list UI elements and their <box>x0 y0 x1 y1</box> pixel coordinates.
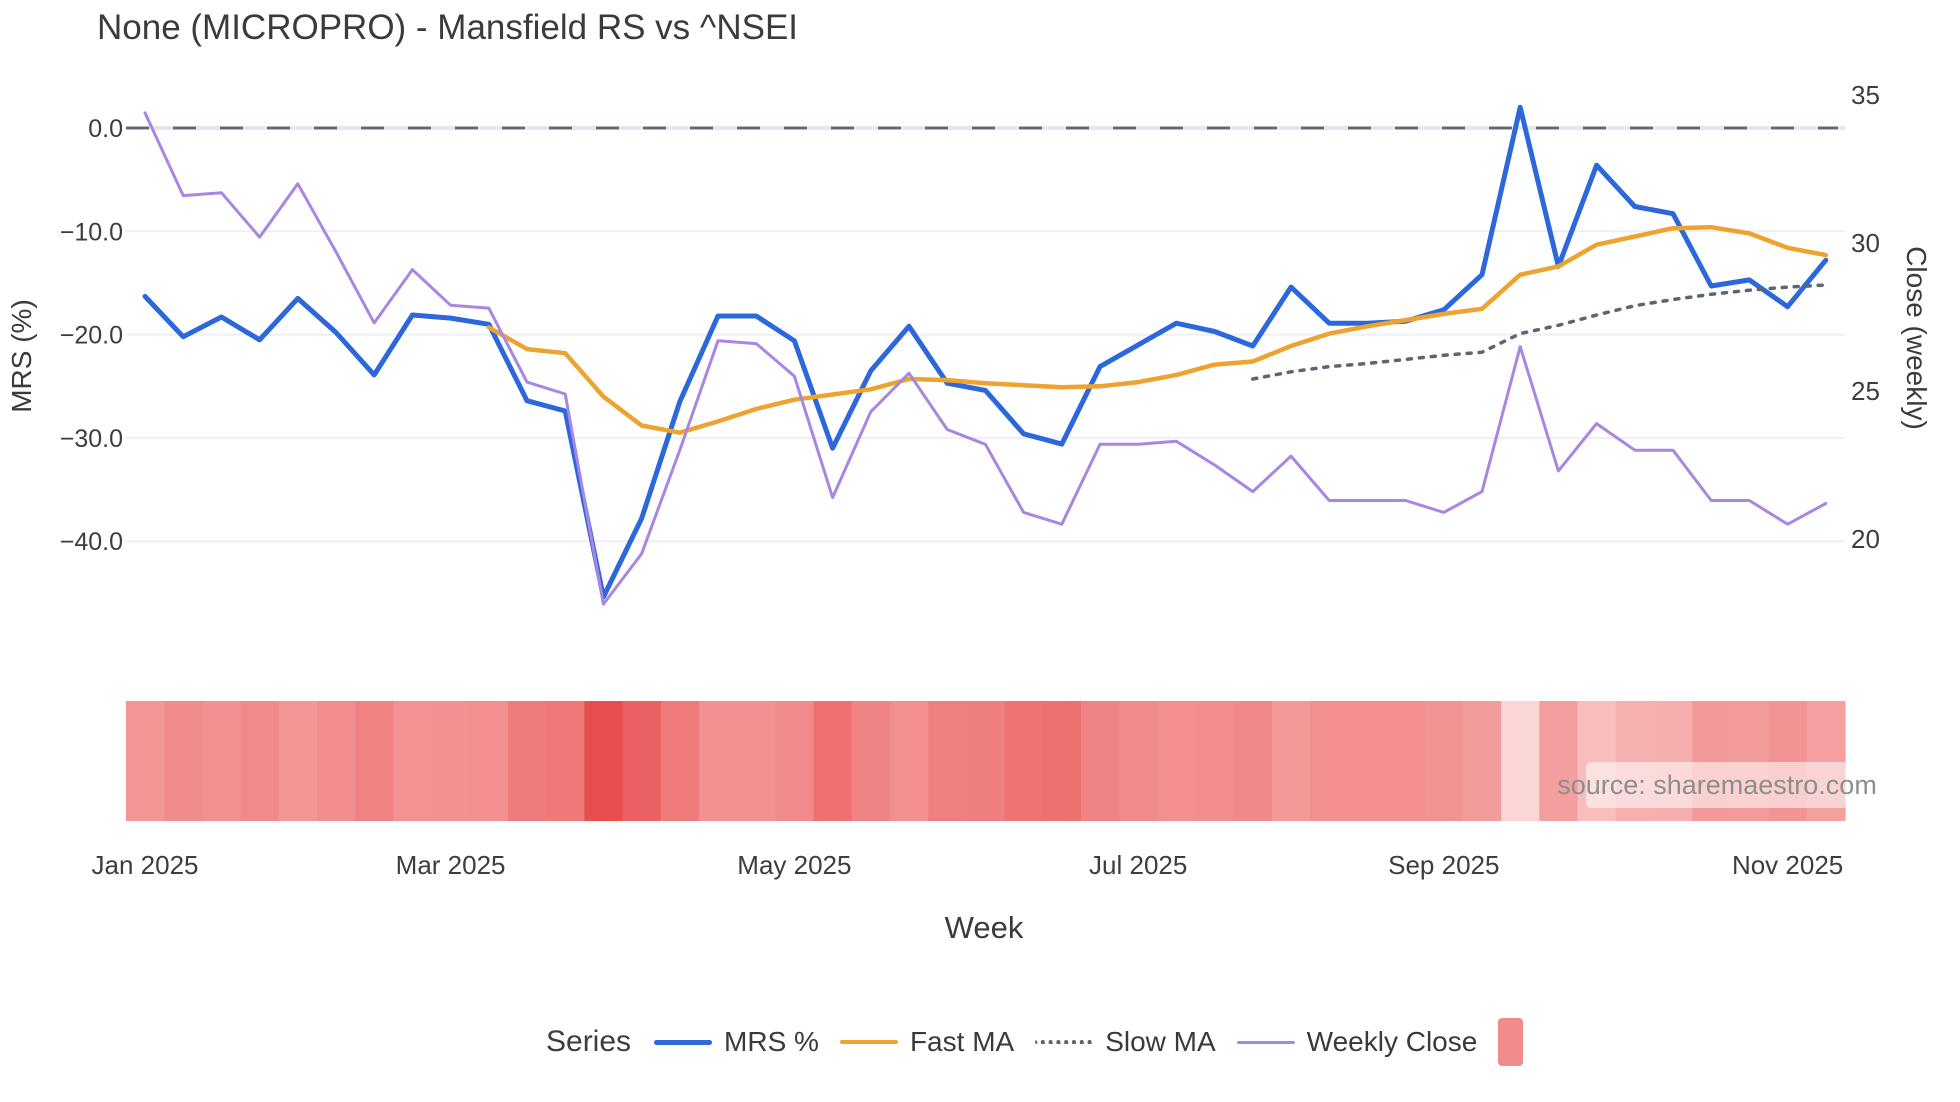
heatmap-swatch-icon <box>1498 1018 1524 1066</box>
right-axis-title: Close (weekly) <box>1901 246 1932 430</box>
svg-text:25: 25 <box>1851 376 1880 406</box>
svg-text:Sep 2025: Sep 2025 <box>1388 850 1499 880</box>
source-watermark-text: source: sharemaestro.com <box>1557 769 1877 800</box>
legend-item-label: Slow MA <box>1105 1026 1216 1057</box>
legend-item-fast-ma[interactable]: Fast MA <box>839 1026 1015 1058</box>
fast-ma-line-swatch-icon <box>839 1040 898 1044</box>
svg-text:Mar 2025: Mar 2025 <box>396 850 506 880</box>
svg-text:May 2025: May 2025 <box>737 850 851 880</box>
svg-text:20: 20 <box>1851 524 1880 554</box>
legend-item-label: MRS % <box>724 1026 819 1057</box>
legend: Series MRS % Fast MA Slow MA Weekly Clos… <box>546 1016 1524 1068</box>
svg-text:−30.0: −30.0 <box>60 425 123 453</box>
svg-text:35: 35 <box>1851 80 1880 110</box>
legend-item-weekly-close[interactable]: Weekly Close <box>1236 1026 1478 1058</box>
legend-item-mrs[interactable]: MRS % <box>654 1026 819 1058</box>
x-axis-title: Week <box>944 910 1024 945</box>
legend-item-slow-ma[interactable]: Slow MA <box>1035 1026 1216 1058</box>
slow-ma-dotted-swatch-icon <box>1035 1040 1094 1044</box>
svg-text:Nov 2025: Nov 2025 <box>1732 850 1843 880</box>
svg-text:−10.0: −10.0 <box>60 218 123 246</box>
svg-text:Jan 2025: Jan 2025 <box>92 850 199 880</box>
svg-text:−40.0: −40.0 <box>60 528 123 556</box>
svg-text:−20.0: −20.0 <box>60 322 123 350</box>
mrs-line-swatch-icon <box>654 1039 713 1045</box>
weekly-close-line-swatch-icon <box>1236 1040 1295 1044</box>
svg-text:0.0: 0.0 <box>88 115 123 143</box>
left-axis-title: MRS (%) <box>6 299 37 413</box>
legend-item-label: Weekly Close <box>1306 1026 1478 1057</box>
legend-item-heatmap[interactable] <box>1498 1018 1524 1066</box>
source-watermark: source: sharemaestro.com <box>1557 762 1877 808</box>
svg-text:Jul 2025: Jul 2025 <box>1089 850 1187 880</box>
chart-title: None (MICROPRO) - Mansfield RS vs ^NSEI <box>97 8 799 47</box>
legend-item-label: Fast MA <box>909 1026 1015 1057</box>
legend-title: Series <box>546 1025 632 1058</box>
svg-text:30: 30 <box>1851 228 1880 258</box>
